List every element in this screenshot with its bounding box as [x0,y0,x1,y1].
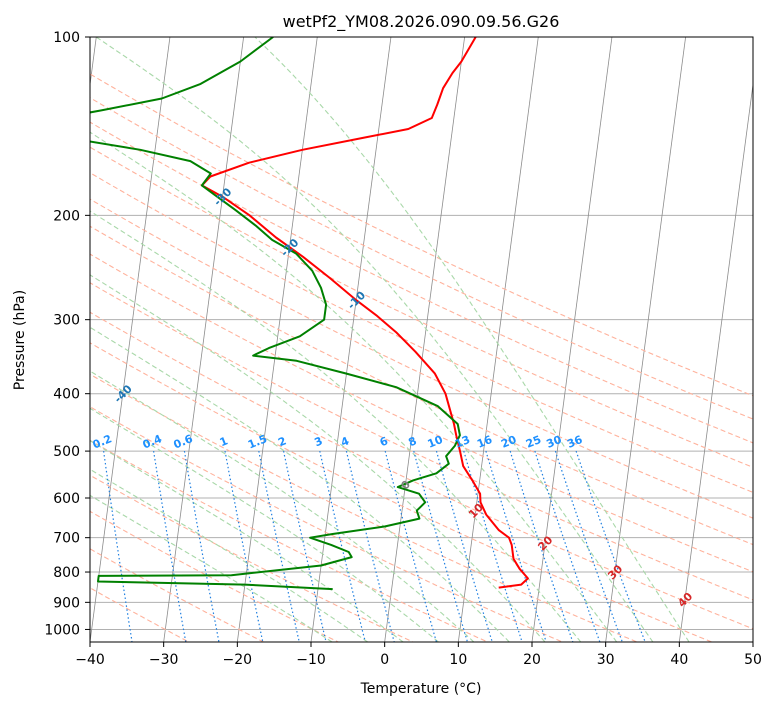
dry-adiabat-line [90,253,753,573]
y-tick-label: 500 [53,444,80,460]
moist-adiabat-line [254,37,690,642]
mixing-ratio-label: 10 [426,433,445,451]
x-tick-label: −20 [223,652,253,668]
dry-adiabat-line [90,282,753,601]
x-tick-label: −40 [75,652,105,668]
mixing-ratio-label: 13 [453,433,472,451]
mixing-ratio-lines [103,450,646,642]
y-tick-label: 300 [53,313,80,329]
mixing-ratio-label: 2 [276,434,288,449]
mixing-ratio-line [224,450,264,642]
moist-adiabat-line [90,468,369,642]
dry-adiabat-line [90,146,753,468]
isotherm-line [163,37,245,642]
dry-adiabat-line [90,510,339,642]
x-tick-label: −10 [296,652,326,668]
y-tick-label: 100 [53,30,80,46]
mixing-ratio-line [384,450,437,642]
mixing-ratio-label: 8 [406,434,418,449]
moist-adiabat-line [95,37,654,642]
dry-adiabat-line [90,548,264,642]
mixing-ratio-line [283,450,327,642]
mixing-ratio-label: 3 [312,434,324,449]
x-axis: −40 −30 −20 −10 0 10 20 30 40 50 [75,642,762,668]
temperature-line [200,37,529,589]
y-tick-label: 800 [53,565,80,581]
pressure-gridlines [90,37,753,630]
x-tick-label: 50 [744,652,762,668]
isotherm-line [90,37,171,642]
mixing-ratio-line [435,450,493,642]
isotherm-line [384,37,466,642]
y-tick-label: 600 [53,491,80,507]
mixing-ratio-line [319,450,366,642]
dry-adiabat-line [90,311,753,630]
dry-adiabat-line [90,439,488,642]
mixing-ratio-line [509,450,574,642]
mixing-ratio-label: 1 [218,434,230,449]
dry-adiabat-line [90,225,753,546]
mixing-ratio-label: 30 [545,433,564,451]
dewpoint-line [90,37,461,591]
y-axis-label: Pressure (hPa) [12,290,28,390]
y-tick-label: 900 [53,595,80,611]
moist-adiabat-line [90,370,475,642]
mixing-ratio-line [413,450,469,642]
mixing-ratio-label: 25 [524,433,543,451]
moist-adiabat-line [90,326,510,642]
mixing-ratio-line [534,450,601,642]
dry-adiabat-line [90,121,753,444]
y-tick-label: 1000 [44,622,80,638]
mixing-ratio-label: 20 [499,433,518,451]
isotherm-line [678,81,753,642]
dry-adiabats [90,73,753,642]
x-tick-label: −30 [149,652,179,668]
x-tick-label: 10 [449,652,467,668]
chart-title: wetPf2_YM08.2026.090.09.56.G26 [283,12,560,32]
y-tick-label: 700 [53,531,80,547]
mixing-ratio-line [103,451,133,642]
sounding-series [90,37,529,591]
y-axis: 100 200 300 400 500 600 700 800 900 1000 [44,30,90,638]
x-tick-label: 40 [670,652,688,668]
mixing-ratio-label: 16 [475,433,494,451]
mixing-ratio-line [258,450,300,642]
mixing-ratio-line [554,450,623,642]
dry-adiabat-line [90,198,753,519]
isotherm-line [605,37,687,642]
mixing-ratio-label: 36 [565,433,584,451]
isotherm-line [236,37,318,642]
isotherm-line [531,37,613,642]
moist-adiabats [90,37,690,642]
dry-adiabat-line [90,373,638,642]
plot-area: 0.10.20.40.611.52346810131620253036-100-… [90,37,753,642]
mixing-ratio-line [463,450,523,642]
y-tick-label: 400 [53,387,80,403]
isotherm-line [457,37,539,642]
x-tick-label: 20 [523,652,541,668]
moist-adiabat-line [90,407,439,642]
x-axis-label: Temperature (°C) [360,681,482,697]
y-tick-label: 200 [53,208,80,224]
moist-adiabat-line [90,440,404,642]
mixing-ratio-line [485,450,547,642]
x-tick-label: 0 [380,652,389,668]
moist-adiabat-line [90,274,546,642]
x-tick-label: 30 [597,652,615,668]
mixing-ratio-line [345,450,395,642]
plot-frame [89,36,754,643]
isotherms [90,37,753,642]
